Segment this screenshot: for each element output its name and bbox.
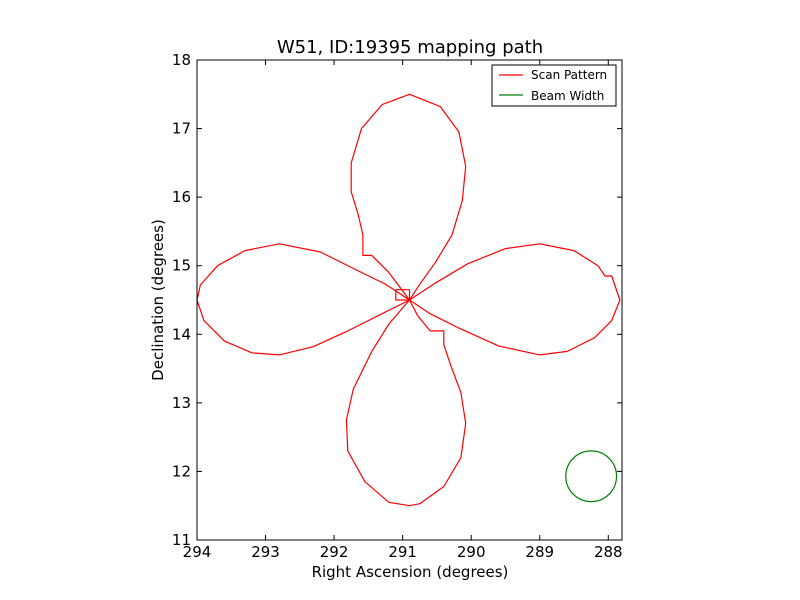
y-tick-label: 11	[172, 531, 191, 549]
y-tick-label: 17	[172, 120, 191, 138]
y-tick-label: 14	[172, 325, 191, 343]
legend-box	[491, 64, 617, 107]
x-tick-label: 288	[594, 543, 623, 561]
chart-title: W51, ID:19395 mapping path	[277, 37, 543, 58]
legend-label-scan-pattern: Scan Pattern	[531, 68, 607, 82]
y-tick-label: 16	[172, 188, 191, 206]
plot-frame	[196, 59, 623, 541]
legend: Scan Pattern Beam Width	[491, 64, 617, 107]
x-tick-label: 294	[183, 543, 212, 561]
y-tick-label: 12	[172, 462, 191, 480]
plot-marks	[196, 93, 621, 507]
x-tick-label: 290	[457, 543, 486, 561]
y-tick-label: 18	[172, 51, 191, 69]
scan-pattern-line	[196, 93, 621, 507]
x-tick-label: 292	[320, 543, 349, 561]
beam-width-circle	[565, 450, 618, 503]
x-tick-label: 291	[388, 543, 417, 561]
y-axis-ticks: 11 12 13 14 15 16 17 18	[172, 51, 622, 549]
x-axis-label: Right Ascension (degrees)	[312, 563, 509, 581]
x-axis-ticks: 294 293 292 291 290 289 288	[183, 60, 623, 561]
y-axis-label: Declination (degrees)	[149, 219, 167, 381]
y-tick-label: 15	[172, 257, 191, 275]
legend-label-beam-width: Beam Width	[531, 89, 604, 103]
y-tick-label: 13	[172, 394, 191, 412]
x-tick-label: 293	[251, 543, 280, 561]
x-tick-label: 289	[525, 543, 554, 561]
